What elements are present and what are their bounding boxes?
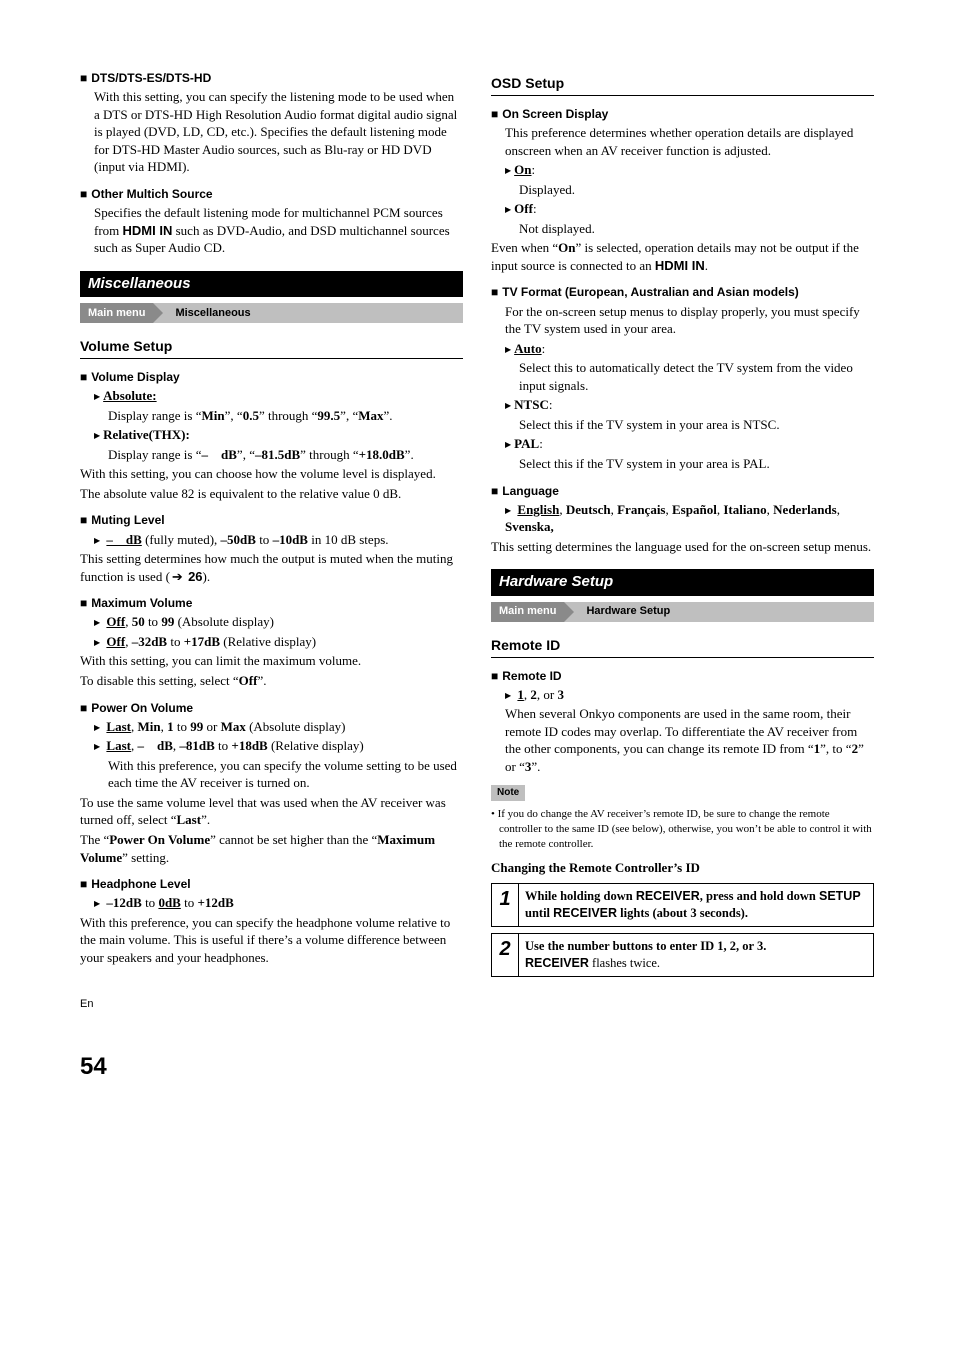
heading-volume-display: ■Volume Display — [80, 369, 463, 385]
option-poweron-rel: Last, – dB, –81dB to +18dB (Relative dis… — [94, 737, 463, 755]
option-muting: – dB (fully muted), –50dB to –10dB in 10… — [94, 531, 463, 549]
heading-poweron-volume: ■Power On Volume — [80, 700, 463, 716]
option-pal: PAL: — [505, 435, 874, 453]
step-2-body: Use the number buttons to enter ID 1, 2,… — [519, 934, 873, 976]
sub-off: Not displayed. — [519, 220, 874, 238]
option-auto: Auto: — [505, 340, 874, 358]
right-column: OSD Setup ■On Screen Display This prefer… — [491, 60, 874, 1084]
body-remote-id: When several Onkyo components are used i… — [505, 705, 874, 775]
option-off: Off: — [505, 200, 874, 218]
sub-on: Displayed. — [519, 181, 874, 199]
breadcrumb-sub: Hardware Setup — [564, 604, 670, 619]
option-headphone: –12dB to 0dB to +12dB — [94, 894, 463, 912]
note-text: • If you do change the AV receiver’s rem… — [491, 807, 874, 852]
breadcrumb-sub: Miscellaneous — [153, 306, 250, 321]
body-tv-format: For the on-screen setup menus to display… — [505, 303, 874, 338]
body-onscreen: This preference determines whether opera… — [505, 124, 874, 159]
foot-volume-display-2: The absolute value 82 is equivalent to t… — [80, 485, 463, 503]
foot-poweron-1: To use the same volume level that was us… — [80, 794, 463, 829]
section-miscellaneous: Miscellaneous — [80, 271, 463, 297]
option-maxvol-rel: Off, –32dB to +17dB (Relative display) — [94, 633, 463, 651]
rule — [491, 657, 874, 658]
foot-maxvol-1: With this setting, you can limit the max… — [80, 652, 463, 670]
left-column: ■DTS/DTS-ES/DTS-HD With this setting, yo… — [80, 60, 463, 1084]
page-footer: En 54 — [80, 997, 463, 1084]
heading-onscreen-display: ■On Screen Display — [491, 106, 874, 122]
sub-poweron: With this preference, you can specify th… — [108, 757, 463, 792]
option-remote-id: 1, 2, or 3 — [505, 686, 874, 704]
option-maxvol-abs: Off, 50 to 99 (Absolute display) — [94, 613, 463, 631]
breadcrumb-hardware: Main menu Hardware Setup — [491, 602, 874, 622]
foot-muting: This setting determines how much the out… — [80, 550, 463, 585]
heading-dts: ■DTS/DTS-ES/DTS-HD — [80, 70, 463, 86]
sub-ntsc: Select this if the TV system in your are… — [519, 416, 874, 434]
breadcrumb-main: Main menu — [491, 602, 564, 622]
note-label: Note — [491, 785, 525, 801]
heading-volume-setup: Volume Setup — [80, 337, 463, 356]
breadcrumb-misc: Main menu Miscellaneous — [80, 303, 463, 323]
step-1: 1 While holding down RECEIVER, press and… — [491, 883, 874, 927]
heading-max-volume: ■Maximum Volume — [80, 595, 463, 611]
heading-remote-id: Remote ID — [491, 636, 874, 655]
sub-auto: Select this to automatically detect the … — [519, 359, 874, 394]
step-1-number: 1 — [492, 884, 519, 926]
body-dts: With this setting, you can specify the l… — [94, 88, 463, 176]
heading-osd-setup: OSD Setup — [491, 74, 874, 93]
foot-poweron-2: The “Power On Volume” cannot be set high… — [80, 831, 463, 866]
step-2-number: 2 — [492, 934, 519, 976]
heading-change-id: Changing the Remote Controller’s ID — [491, 859, 874, 877]
breadcrumb-main: Main menu — [80, 303, 153, 323]
heading-headphone-level: ■Headphone Level — [80, 876, 463, 892]
page-number: 54 — [80, 1051, 463, 1083]
foot-onscreen: Even when “On” is selected, operation de… — [491, 239, 874, 274]
section-hardware: Hardware Setup — [491, 569, 874, 595]
heading-other-multich: ■Other Multich Source — [80, 186, 463, 202]
heading-language: ■Language — [491, 483, 874, 499]
sub-pal: Select this if the TV system in your are… — [519, 455, 874, 473]
step-1-body: While holding down RECEIVER, press and h… — [519, 884, 873, 926]
option-relative: Relative(THX): — [94, 426, 463, 444]
body-relative: Display range is “– dB”, “–81.5dB” throu… — [108, 446, 463, 464]
page-lang: En — [80, 997, 463, 1012]
option-ntsc: NTSC: — [505, 396, 874, 414]
step-2: 2 Use the number buttons to enter ID 1, … — [491, 933, 874, 977]
option-absolute: Absolute: — [94, 387, 463, 405]
heading-remote-id-sub: ■Remote ID — [491, 668, 874, 684]
rule — [80, 358, 463, 359]
heading-muting-level: ■Muting Level — [80, 512, 463, 528]
body-absolute: Display range is “Min”, “0.5” through “9… — [108, 407, 463, 425]
rule — [491, 95, 874, 96]
option-languages: English, Deutsch, Français, Español, Ita… — [505, 501, 874, 536]
foot-headphone: With this preference, you can specify th… — [80, 914, 463, 967]
option-on: On: — [505, 161, 874, 179]
foot-language: This setting determines the language use… — [491, 538, 874, 556]
page-columns: ■DTS/DTS-ES/DTS-HD With this setting, yo… — [80, 60, 874, 1084]
heading-tv-format: ■TV Format (European, Australian and Asi… — [491, 284, 874, 300]
foot-maxvol-2: To disable this setting, select “Off”. — [80, 672, 463, 690]
option-poweron-abs: Last, Min, 1 to 99 or Max (Absolute disp… — [94, 718, 463, 736]
foot-volume-display-1: With this setting, you can choose how th… — [80, 465, 463, 483]
body-other-multich: Specifies the default listening mode for… — [94, 204, 463, 257]
